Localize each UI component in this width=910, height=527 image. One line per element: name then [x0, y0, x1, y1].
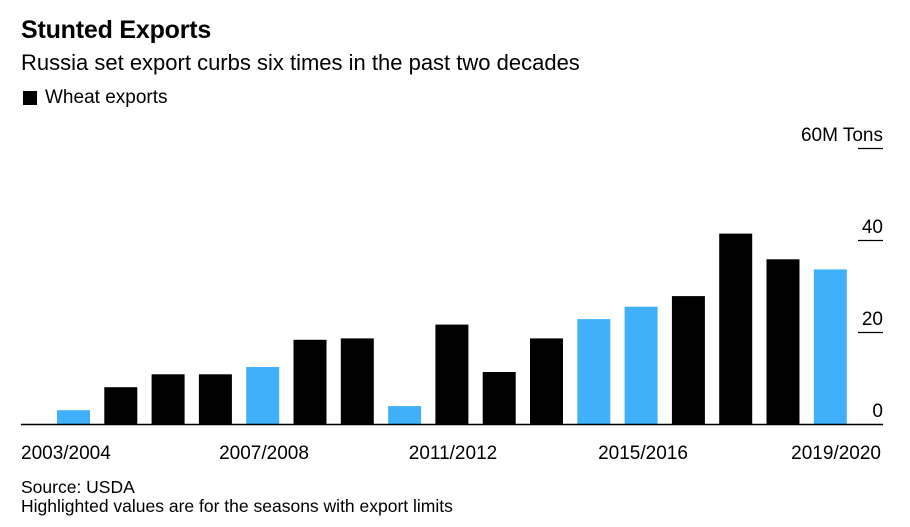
bar-2011-2012: [435, 324, 469, 424]
bar-2005-2006: [151, 374, 185, 424]
x-tick-label: 2019/2020: [791, 443, 881, 464]
y-tick-label: 0: [872, 401, 883, 422]
bar-2015-2016: [624, 306, 658, 424]
y-tick-label: 60M Tons: [801, 125, 883, 146]
legend-swatch: [23, 91, 37, 105]
bar-2014-2015: [577, 319, 611, 424]
bar-2006-2007: [198, 374, 232, 424]
source-note: Source: USDA: [21, 477, 135, 497]
chart-title: Stunted Exports: [21, 16, 212, 44]
legend: Wheat exports: [23, 87, 168, 109]
bar-2013-2014: [530, 338, 563, 424]
bar-2009-2010: [340, 338, 374, 424]
x-axis: 2003/2004 2007/2008 2011/2012 2015/2016 2019…: [21, 423, 883, 464]
chart-subtitle: Russia set export curbs six times in the…: [21, 50, 580, 75]
bars-group: [57, 233, 847, 424]
y-tick-label: 40: [862, 217, 883, 238]
bar-2018-2019: [766, 259, 800, 424]
legend-label: Wheat exports: [45, 87, 168, 108]
bar-2016-2017: [671, 296, 705, 424]
bar-2008-2009: [293, 339, 327, 424]
x-tick-label: 2007/2008: [219, 443, 309, 464]
bar-2010-2011: [388, 406, 422, 424]
bar-2004-2005: [104, 387, 138, 424]
bar-2007-2008: [246, 367, 280, 424]
y-axis: 0 20 40 60M Tons: [801, 125, 883, 422]
x-tick-label: 2015/2016: [598, 443, 688, 464]
bar-2012-2013: [482, 372, 516, 424]
highlight-note: Highlighted values are for the seasons w…: [21, 496, 453, 516]
x-tick-label: 2003/2004: [21, 443, 111, 464]
bar-2019-2020: [813, 269, 847, 424]
x-tick-label: 2011/2012: [409, 443, 497, 464]
bar-2017-2018: [719, 233, 753, 424]
bar-2003-2004: [57, 410, 90, 424]
y-tick-label: 20: [862, 309, 883, 330]
